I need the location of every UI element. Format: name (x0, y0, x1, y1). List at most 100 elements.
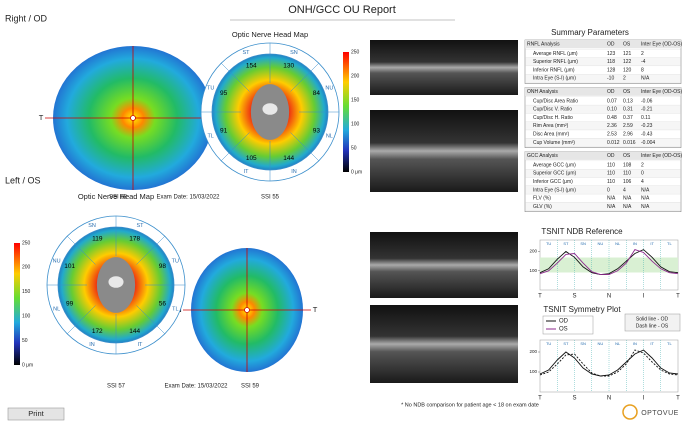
sector-label: IN (633, 341, 637, 346)
sector-value: 91 (220, 127, 228, 134)
x-tick-label: T (538, 294, 542, 300)
oct-image (370, 232, 518, 298)
logo-mark (622, 404, 638, 420)
exam-date: Exam Date: 15/03/2022 (164, 384, 228, 390)
legend-note (624, 313, 681, 332)
fovea-marker (130, 115, 136, 121)
x-tick-label: T (538, 396, 542, 402)
table-cell: 2.59 (623, 123, 633, 129)
table-cell: 2.53 (607, 131, 617, 137)
sector-label: TL (667, 241, 672, 246)
table-header-cell: Inter Eye (OD-OS) (641, 153, 682, 159)
table-cell: -0.43 (641, 131, 653, 137)
sector-value: 105 (246, 155, 257, 162)
table-cell: 0.48 (607, 115, 617, 121)
colorbar-label: 250 (22, 240, 31, 246)
table-cell: 0.11 (641, 115, 651, 121)
table-cell: 0 (607, 187, 610, 193)
print-label[interactable]: Print (28, 409, 44, 418)
x-tick-label: S (572, 294, 576, 300)
table-cell: 2 (641, 162, 644, 168)
sector-label: IN (89, 342, 95, 348)
oct-image (370, 40, 518, 95)
table-cell: -0.004 (641, 140, 655, 146)
sector-label: SN (580, 241, 586, 246)
table-cell: Disc Area (mm²) (533, 131, 569, 137)
table-cell: N/A (641, 187, 650, 193)
print-button[interactable] (7, 407, 65, 421)
sector-label: NL (326, 133, 333, 139)
sector-label: SN (88, 223, 96, 229)
table-header (525, 40, 681, 49)
table-header-cell: GCC Analysis (527, 153, 558, 159)
map-title: Optic Nerve Head Map (78, 192, 154, 201)
legend-label: OS (559, 327, 568, 333)
colorbar-label: 100 (22, 314, 31, 320)
ssi: SSI 68 (109, 195, 128, 201)
sector-label: TL (667, 341, 672, 346)
table-cell: 4 (623, 187, 626, 193)
table-cell: N/A (607, 204, 616, 210)
sector-label: TL (172, 306, 178, 312)
x-tick-label: N (607, 396, 611, 402)
sector-label: IT (138, 342, 144, 348)
sector-label: ST (243, 50, 251, 56)
sector-divider (136, 305, 165, 334)
fovea-marker (244, 307, 250, 313)
sector-label: TU (172, 258, 179, 264)
sector-label: NL (53, 306, 60, 312)
sector-label: NL (615, 241, 621, 246)
tsnit-curve (539, 349, 679, 377)
legend-note-text: Dash line - OS (636, 323, 669, 329)
table-cell: 2.96 (623, 131, 633, 137)
sector-label: IN (291, 169, 297, 175)
sector-label: ST (563, 241, 569, 246)
cup (262, 103, 278, 115)
y-tick-label: 100 (529, 268, 537, 273)
x-tick-label: T (676, 294, 680, 300)
table-header-cell: OD (607, 153, 615, 159)
plot-title: TSNIT NDB Reference (541, 227, 623, 236)
table-cell: Cup Volume (mm³) (533, 140, 575, 146)
map-title: Optic Nerve Head Map (232, 30, 308, 39)
sector-value: 154 (246, 62, 257, 69)
tsnit-curve (539, 349, 679, 377)
table-cell: 122 (623, 59, 632, 65)
x-tick-label: S (572, 396, 576, 402)
table-row (525, 202, 681, 211)
sector-label: TU (546, 341, 551, 346)
table-cell: 2.36 (607, 123, 617, 129)
sector-label: NL (615, 341, 621, 346)
sector-label: IT (650, 341, 654, 346)
colorbar (343, 52, 349, 172)
sector-divider (67, 305, 96, 334)
table-cell: FLV (%) (533, 196, 551, 202)
sector-label: TU (207, 85, 214, 91)
sector-label: NU (597, 341, 603, 346)
table-cell: 4 (641, 179, 644, 185)
table-cell: 0.37 (623, 115, 633, 121)
sector-value: 119 (92, 235, 103, 242)
table-cell: Inferior GCC (μm) (533, 179, 573, 185)
table-cell: Cup/Disc Area Ratio (533, 98, 578, 104)
table-cell: 108 (623, 162, 632, 168)
ssi: SSI 57 (107, 384, 126, 390)
sector-value: 178 (129, 235, 140, 242)
footnote: * No NDB comparison for patient age < 18… (401, 402, 539, 408)
table-cell: 123 (607, 51, 616, 57)
table-cell: Average RNFL (μm) (533, 51, 578, 57)
table-cell: 0.13 (623, 98, 633, 104)
table-header-cell: OS (623, 153, 631, 159)
table-cell: -4 (641, 59, 646, 65)
sector-label: SN (580, 341, 586, 346)
colorbar-label: 50 (22, 338, 28, 344)
tsnit-curve (539, 249, 679, 276)
sector-divider (67, 236, 96, 265)
table-cell: Cup/Disc V. Ratio (533, 107, 572, 113)
table-cell: -0.23 (641, 123, 653, 129)
table-cell: 2 (641, 51, 644, 57)
colorbar-label: 100 (351, 121, 360, 127)
x-tick-label: N (607, 294, 611, 300)
sector-value: 84 (313, 90, 321, 97)
table-cell: 0.07 (607, 98, 617, 104)
